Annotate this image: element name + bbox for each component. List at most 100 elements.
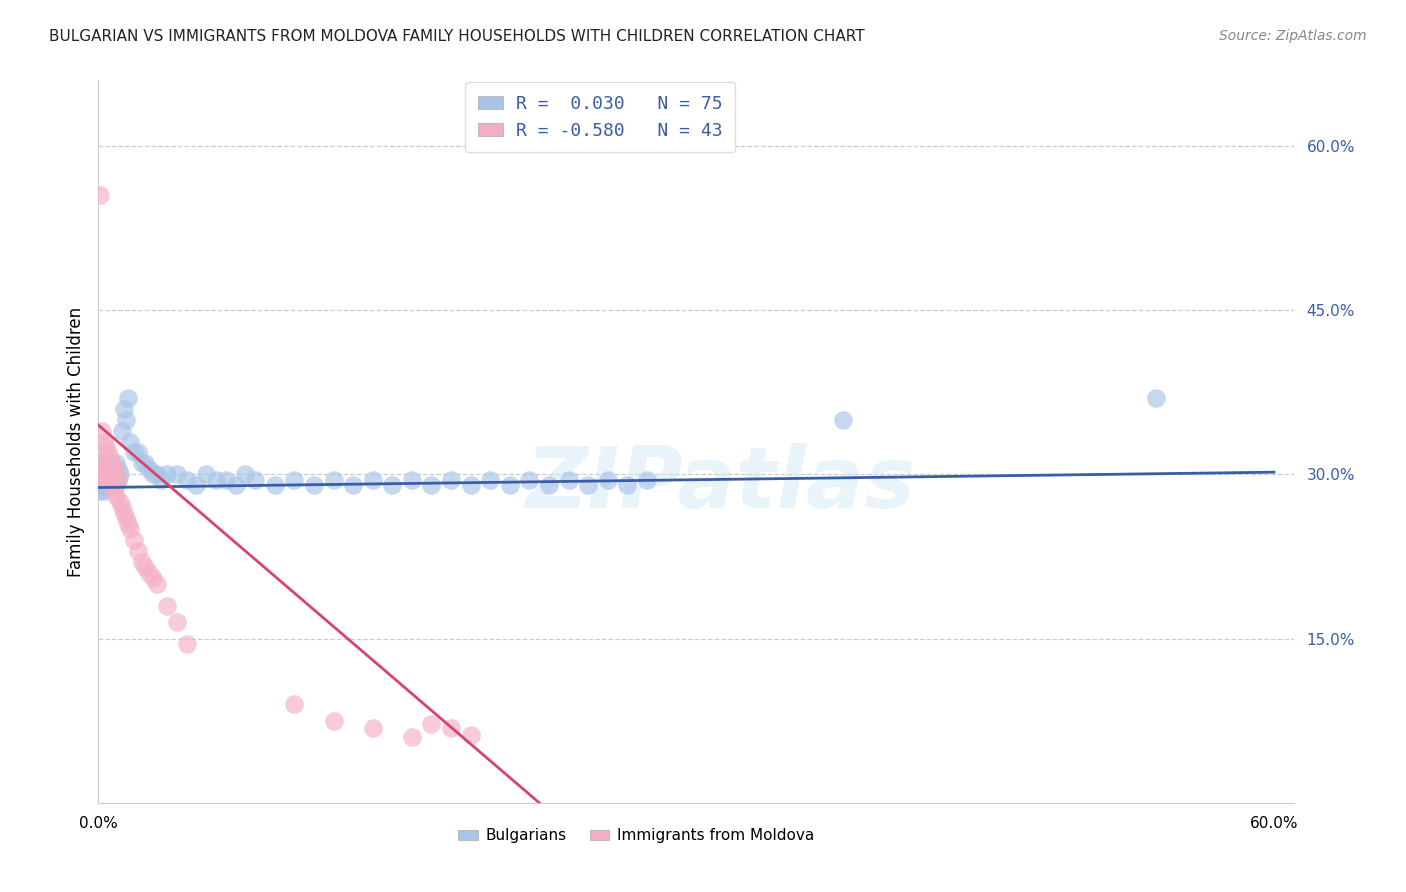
Point (103, 473, 125, 487)
Point (93, 473, 115, 487)
Point (283, 473, 305, 487)
Point (98, 450, 121, 465)
Point (91, 478, 114, 492)
Point (96, 462, 118, 476)
Point (537, 478, 560, 492)
Point (150, 473, 173, 487)
Point (115, 511, 138, 525)
Point (107, 473, 129, 487)
Point (176, 637, 198, 651)
Point (243, 473, 266, 487)
Point (107, 473, 129, 487)
Point (96, 440, 118, 454)
Point (142, 467, 165, 482)
Point (146, 577, 169, 591)
Point (122, 445, 145, 459)
Point (97, 473, 120, 487)
Point (156, 467, 179, 482)
Point (499, 478, 522, 492)
Point (111, 500, 134, 515)
Point (263, 478, 285, 492)
Point (138, 566, 160, 580)
Point (97, 467, 120, 482)
Point (98, 473, 121, 487)
Point (105, 457, 128, 471)
Point (117, 391, 139, 405)
Point (361, 722, 384, 736)
Point (138, 462, 160, 476)
Point (127, 445, 149, 459)
Point (401, 730, 423, 744)
Point (112, 506, 135, 520)
Point (107, 462, 129, 476)
Point (131, 555, 153, 569)
Point (1144, 391, 1167, 405)
Point (93, 483, 115, 498)
Point (101, 478, 124, 492)
Point (205, 473, 228, 487)
Point (98, 457, 121, 471)
Point (105, 467, 128, 482)
Point (176, 473, 198, 487)
Point (97, 467, 120, 482)
Point (479, 473, 502, 487)
Point (460, 478, 482, 492)
Point (89, 473, 111, 487)
Point (89, 457, 111, 471)
Point (440, 722, 463, 736)
Point (117, 516, 139, 531)
Point (93, 473, 115, 487)
Point (131, 457, 153, 471)
Point (96, 462, 118, 476)
Y-axis label: Family Households with Children: Family Households with Children (66, 307, 84, 576)
Point (195, 467, 218, 482)
Point (91, 467, 114, 482)
Point (93, 457, 115, 471)
Point (420, 717, 443, 731)
Point (103, 462, 125, 476)
Point (420, 478, 443, 492)
Point (89, 483, 111, 498)
Point (134, 560, 156, 574)
Point (97, 478, 120, 492)
Point (302, 478, 325, 492)
Point (118, 522, 141, 536)
Point (118, 434, 141, 449)
Point (596, 473, 619, 487)
Point (101, 467, 124, 482)
Point (115, 412, 138, 426)
Legend: Bulgarians, Immigrants from Moldova: Bulgarians, Immigrants from Moldova (451, 822, 821, 849)
Point (283, 698, 305, 712)
Point (97, 445, 120, 459)
Point (91, 424, 114, 438)
Point (112, 401, 135, 416)
Point (401, 473, 423, 487)
Point (96, 467, 118, 482)
Point (186, 478, 208, 492)
Point (342, 478, 364, 492)
Point (93, 434, 115, 449)
Point (616, 478, 638, 492)
Point (166, 467, 188, 482)
Point (166, 615, 188, 630)
Point (93, 467, 115, 482)
Point (576, 478, 599, 492)
Point (142, 571, 165, 585)
Point (93, 457, 115, 471)
Point (322, 714, 344, 728)
Text: BULGARIAN VS IMMIGRANTS FROM MOLDOVA FAMILY HOUSEHOLDS WITH CHILDREN CORRELATION: BULGARIAN VS IMMIGRANTS FROM MOLDOVA FAM… (49, 29, 865, 44)
Point (111, 424, 134, 438)
Point (235, 467, 257, 482)
Point (636, 473, 658, 487)
Point (89, 473, 111, 487)
Point (557, 473, 579, 487)
Point (101, 478, 124, 492)
Point (156, 599, 179, 613)
Point (103, 483, 125, 498)
Point (96, 478, 118, 492)
Point (134, 457, 156, 471)
Point (103, 462, 125, 476)
Point (89, 188, 111, 202)
Point (105, 489, 128, 503)
Point (519, 473, 541, 487)
